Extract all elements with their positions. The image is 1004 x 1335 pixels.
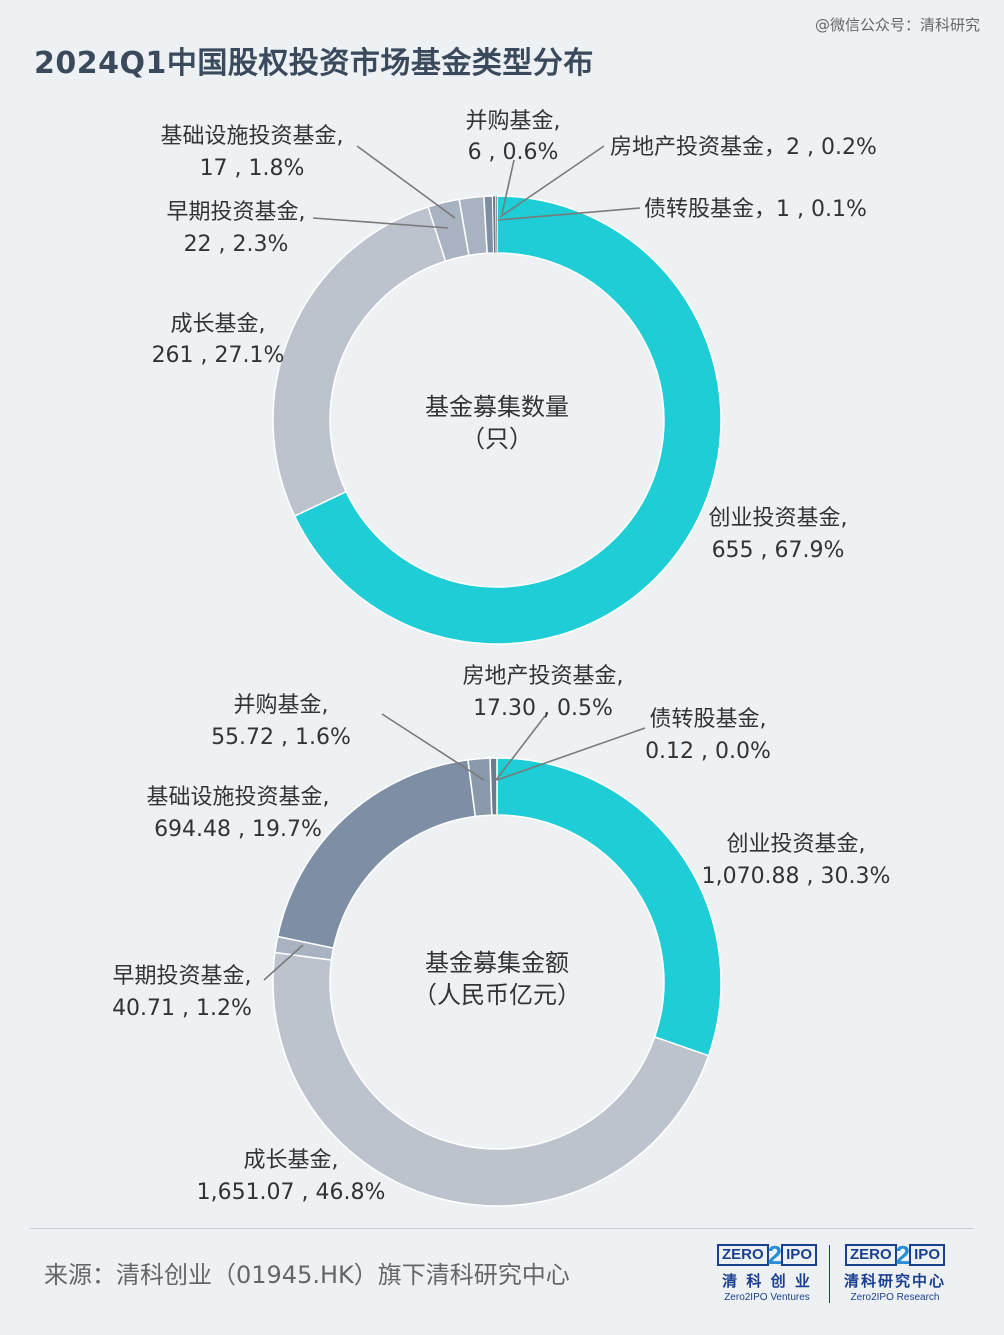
data-label-value: 1,651.07 , 46.8% <box>197 1180 386 1205</box>
data-label-name: 债转股基金, <box>650 707 767 732</box>
data-label-name: 早期投资基金, <box>113 964 252 989</box>
logo-en-text: Zero2IPO Ventures <box>724 1292 810 1303</box>
data-label-name: 房地产投资基金, <box>463 664 624 689</box>
center-label: 基金募集数量 <box>425 393 569 421</box>
chart-title: 2024Q1中国股权投资市场基金类型分布 <box>34 46 594 81</box>
logo-ipo-text: IPO <box>909 1244 945 1266</box>
data-label-name: 创业投资基金, <box>709 506 848 531</box>
leader-line <box>495 715 546 781</box>
donut-slice <box>489 757 498 816</box>
leader-line <box>263 944 304 981</box>
data-label-value: 6 , 0.6% <box>468 140 559 165</box>
data-label-value: 40.71 , 1.2% <box>112 996 252 1021</box>
source-note: 来源：清科创业（01945.HK）旗下清科研究中心 <box>44 1261 570 1289</box>
leader-line <box>356 145 456 219</box>
data-label-name: 早期投资基金, <box>167 200 306 225</box>
data-label-value: 261 , 27.1% <box>152 343 285 368</box>
logo-en-text: Zero2IPO Research <box>850 1292 940 1303</box>
leader-line <box>312 217 449 229</box>
data-label-value: 694.48 , 19.7% <box>154 817 322 842</box>
logo-two-text: 2 <box>895 1240 911 1270</box>
logo-cn-text: 清 科 创 业 <box>722 1272 812 1290</box>
donut-slice <box>272 205 447 518</box>
data-label-name: 成长基金, <box>244 1148 339 1173</box>
center-unit-label: （人民币亿元） <box>413 981 581 1009</box>
data-label-name: 成长基金, <box>171 312 266 337</box>
logo-cn-text: 清科研究中心 <box>843 1272 946 1290</box>
data-label-value: 17.30 , 0.5% <box>473 696 613 721</box>
logo-zero-text: ZERO <box>845 1244 897 1266</box>
leader-line <box>501 159 515 215</box>
donut-slice <box>495 195 498 254</box>
center-label: 基金募集金额 <box>425 949 569 977</box>
data-label-name: 并购基金, <box>466 109 561 134</box>
leader-line <box>381 713 485 781</box>
data-label-value: 1,070.88 , 30.3% <box>702 864 891 889</box>
data-label: 房地产投资基金，2 , 0.2% <box>610 135 877 160</box>
data-label-name: 基础设施投资基金, <box>147 785 330 810</box>
data-label-value: 55.72 , 1.6% <box>211 725 351 750</box>
logo-two-text: 2 <box>767 1240 783 1270</box>
logo-ipo-text: IPO <box>781 1244 817 1266</box>
logo-zero-text: ZERO <box>717 1244 769 1266</box>
zero2ipo-research-logo: ZERO 2 IPO 清科研究中心 Zero2IPO Research <box>840 1240 950 1303</box>
data-label-name: 并购基金, <box>234 693 329 718</box>
donut-slice <box>496 757 722 1057</box>
divider <box>30 1228 974 1229</box>
data-label-value: 655 , 67.9% <box>712 538 845 563</box>
leader-line <box>496 727 646 781</box>
data-label-name: 基础设施投资基金, <box>161 124 344 149</box>
data-label-value: 0.12 , 0.0% <box>645 739 771 764</box>
watermark: @微信公众号：清科研究 <box>814 16 980 34</box>
logo-separator <box>829 1245 830 1303</box>
donut-slice <box>293 195 722 645</box>
data-label-name: 创业投资基金, <box>727 832 866 857</box>
data-label-value: 22 , 2.3% <box>184 232 289 257</box>
center-unit-label: （只） <box>461 425 533 453</box>
data-label: 债转股基金，1 , 0.1% <box>644 197 867 222</box>
data-label-value: 17 , 1.8% <box>200 156 305 181</box>
zero2ipo-ventures-logo: ZERO 2 IPO 清 科 创 业 Zero2IPO Ventures <box>712 1240 822 1303</box>
leader-line <box>497 207 641 221</box>
leader-line <box>499 145 605 218</box>
